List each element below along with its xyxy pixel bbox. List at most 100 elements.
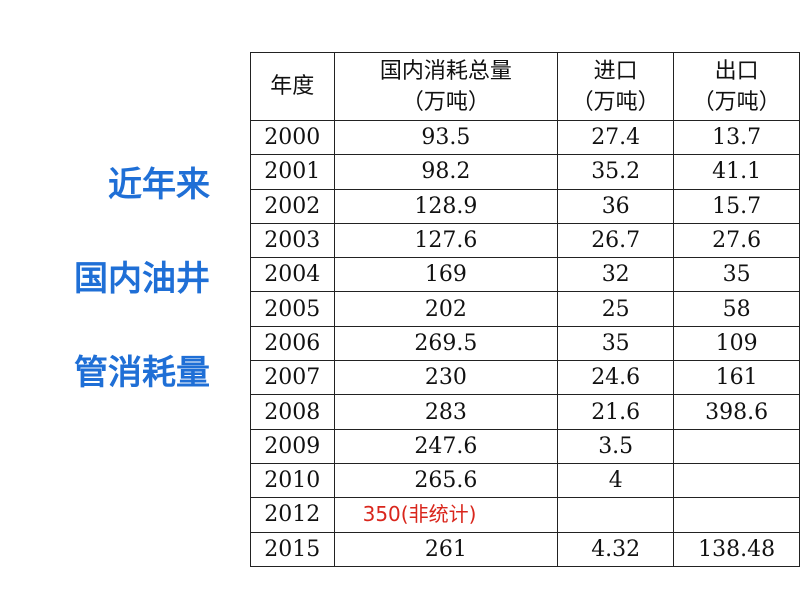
cell-text: 161 [715,365,758,391]
table-cell: 25 [557,291,675,327]
table-cell: 128.9 [333,188,559,224]
cell-text: 2002 [264,193,321,219]
cell-text: 4.32 [591,536,641,562]
side-title-line: 管消耗量 [74,353,210,393]
header-text: （万吨） [692,89,781,115]
table-cell: 161 [673,360,800,396]
side-title: 近年来国内油井管消耗量 [30,160,210,442]
cell-text: 35 [601,330,630,356]
note-text: 350(非统计) [362,502,477,527]
table-row: 2012 350(非统计) [250,497,800,533]
cell-text: 27.4 [591,125,641,151]
cell-text: 26.7 [591,228,641,254]
cell-text: 2015 [264,536,321,562]
cell-text: 4 [608,468,623,494]
cell-text: 2008 [264,399,321,425]
cell-text: 24.6 [591,365,641,391]
table-cell: 350(非统计) [333,497,559,533]
table-row: 2000 93.5 27.4 13.7 [250,119,800,156]
table-cell [557,497,675,533]
cell-text: 202 [424,296,467,322]
side-title-line: 国内油井 [74,259,210,299]
table-cell: 265.6 [333,462,559,499]
cell-text: 261 [424,536,467,562]
header-text: （万吨） [401,89,490,115]
cell-text: 269.5 [414,330,478,356]
cell-text: 15.7 [712,193,762,219]
header-cell: 出口 （万吨） [673,52,800,121]
cell-text: 2003 [264,228,321,254]
table-cell: 2010 [250,462,335,499]
table-cell: 2015 [250,531,335,567]
table-row: 2009 247.6 3.5 [250,428,800,464]
cell-text: 58 [722,296,751,322]
header-text: 出口 [714,58,759,84]
table-cell: 269.5 [333,325,559,362]
cell-text: 2004 [264,262,321,288]
cell-text: 128.9 [414,193,478,219]
table-cell: 2005 [250,291,335,327]
table-row: 2010 265.6 4 [250,462,800,499]
table-cell: 27.4 [557,119,675,156]
cell-text: 32 [601,262,630,288]
side-title-line: 近年来 [108,165,210,205]
cell-text: 138.48 [698,536,776,562]
table-row: 2015 261 4.32 138.48 [250,531,800,567]
table-cell: 35.2 [557,154,675,190]
table-row: 2004 169 32 35 [250,257,800,293]
table-cell: 138.48 [673,531,800,567]
header-text: 年度 [270,74,315,99]
cell-text: 35 [722,262,751,288]
table-row: 2001 98.2 35.2 41.1 [250,154,800,190]
cell-text: 36 [601,193,630,219]
table-cell: 247.6 [333,428,559,464]
table-row: 2002 128.9 36 15.7 [250,188,800,224]
cell-text: 169 [424,262,467,288]
cell-text: 127.6 [414,228,478,254]
table-cell: 109 [673,325,800,362]
table-cell: 21.6 [557,394,675,430]
table-cell: 169 [333,257,559,293]
table-cell: 2009 [250,428,335,464]
cell-text: 3.5 [598,433,634,459]
table-cell: 4 [557,462,675,499]
cell-text: 2007 [264,365,321,391]
table-cell [673,497,800,533]
table-cell: 24.6 [557,360,675,396]
table-cell: 3.5 [557,428,675,464]
cell-text: 2010 [264,468,321,494]
table-cell: 202 [333,291,559,327]
table-cell: 15.7 [673,188,800,224]
table-cell: 13.7 [673,119,800,156]
cell-text: 35.2 [591,159,641,185]
table-cell: 26.7 [557,222,675,259]
table-cell: 261 [333,531,559,567]
cell-text: 21.6 [591,399,641,425]
cell-text: 13.7 [712,125,762,151]
table-cell: 127.6 [333,222,559,259]
table-cell: 398.6 [673,394,800,430]
table-cell: 35 [673,257,800,293]
cell-text: 27.6 [712,228,762,254]
data-table: 年度 国内消耗总量 （万吨） 进口 （万吨） 出口 （万吨） 2000 93.5 27.4 13.… [250,52,800,567]
table-cell: 32 [557,257,675,293]
table-cell: 58 [673,291,800,327]
table-cell: 2000 [250,119,335,156]
table-cell: 98.2 [333,154,559,190]
cell-text: 2001 [264,159,321,185]
table-cell: 41.1 [673,154,800,190]
cell-text: 25 [601,296,630,322]
table-row: 2008 283 21.6 398.6 [250,394,800,430]
table-cell: 2008 [250,394,335,430]
header-cell: 进口 （万吨） [557,52,675,121]
table-cell: 283 [333,394,559,430]
cell-text: 2009 [264,433,321,459]
cell-text: 265.6 [414,468,478,494]
cell-text: 398.6 [705,399,769,425]
header-text: 进口 [593,58,638,84]
table-cell: 2002 [250,188,335,224]
header-text: 国内消耗总量 [379,58,512,84]
table-cell: 2007 [250,360,335,396]
table-cell: 2006 [250,325,335,362]
table-cell: 36 [557,188,675,224]
